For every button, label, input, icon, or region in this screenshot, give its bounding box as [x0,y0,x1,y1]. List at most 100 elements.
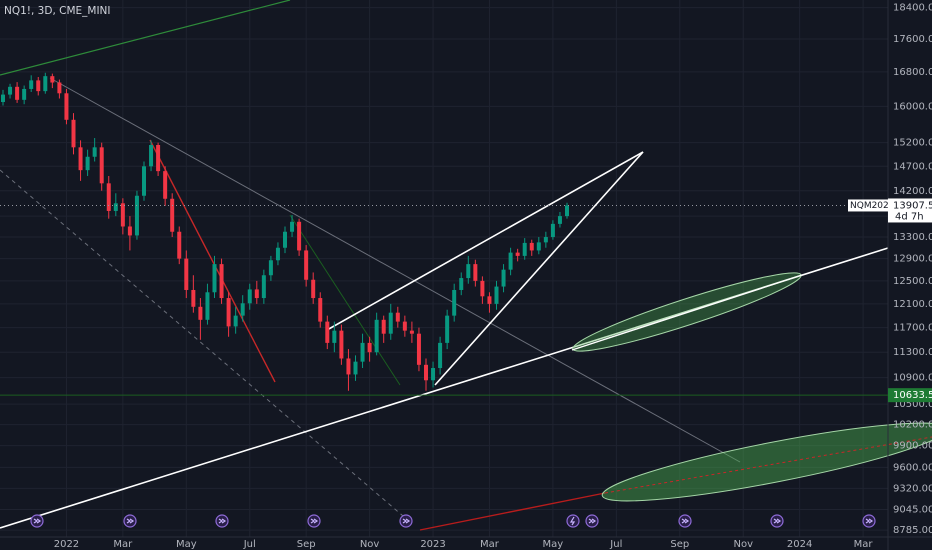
candle-body [283,231,287,248]
drawings [0,0,932,531]
trend-line [0,0,291,76]
candle-body [353,361,358,375]
trend-line [571,274,803,351]
candle-body [212,264,217,293]
event-icon[interactable] [678,514,692,528]
candle-body [43,76,48,92]
y-tick-label: 14200.00 [893,186,932,197]
candle-body [36,80,41,92]
y-tick-label: 16000.00 [893,101,932,112]
x-tick-label: May [176,539,197,550]
candle-body [219,264,224,299]
event-icon[interactable] [399,514,413,528]
x-tick-label: Mar [480,539,500,550]
candle-body [297,221,302,251]
candle-body [466,264,471,279]
x-tick-label: May [543,539,564,550]
y-tick-label: 14700.00 [893,161,932,172]
candle-body [15,86,20,100]
candle-body [184,258,189,290]
trend-line [0,169,411,523]
event-icon[interactable] [566,514,580,528]
event-icon[interactable] [862,514,876,528]
y-tick-label: 9900.00 [893,441,932,452]
candle-body [550,223,555,238]
candle-body [360,342,365,362]
countdown-label: 4d 7h [895,211,924,222]
candle-body [191,289,196,307]
candle-body [275,247,280,261]
candle-body [381,319,386,334]
candle-body [85,156,90,171]
alert-label-box [888,388,932,403]
event-icon[interactable] [215,514,229,528]
candle-body [106,183,111,211]
x-tick-label: Nov [360,539,380,550]
ellipse [601,422,932,502]
candle-body [240,303,245,316]
candle-body [374,319,379,353]
y-tick-label: 11300.00 [893,347,932,358]
candle-body [515,252,520,256]
candle-body [409,330,414,334]
candle-body [78,147,83,171]
candle-body [438,342,443,369]
chart-title: NQ1!, 3D, CME_MINI [4,5,111,17]
candle-body [452,289,457,316]
trend-line [49,77,741,463]
candle-body [8,86,13,95]
candle-body [120,203,125,227]
y-tick-label: 10900.00 [893,373,932,384]
y-tick-label: 10200.00 [893,420,932,431]
candle-body [522,242,527,256]
event-icon[interactable] [585,514,599,528]
candle-body [473,264,478,281]
candle-body [487,296,492,304]
candle-body [318,298,323,322]
candle-body [565,205,569,217]
candle-body [134,195,139,236]
candle-body [339,330,344,359]
candle-body [501,269,506,287]
candle-body [233,315,238,327]
y-tick-label: 16800.00 [893,67,932,78]
candle-body [311,279,316,299]
candle-body [22,88,27,100]
candle-body [261,275,266,299]
candle-body [170,198,175,232]
event-icon[interactable] [123,514,137,528]
candle-body [416,333,421,365]
candle-body [445,315,450,343]
candle-body [226,298,231,327]
candle-body [92,147,97,157]
candle-body [395,312,400,322]
candle-body [1,94,5,103]
y-tick-label: 9045.00 [893,505,932,516]
candle-body [543,237,548,243]
wedge-line [326,151,644,331]
candle-body [113,203,118,211]
candle-body [156,144,161,172]
y-tick-label: 13300.00 [893,232,932,243]
event-icon[interactable] [770,514,784,528]
x-tick-label: Sep [670,539,689,550]
candle-body [388,312,393,334]
y-tick-label: 9600.00 [893,462,932,473]
trend-line [604,436,932,494]
symbol-label: NQM2023 [850,201,895,211]
event-icons [30,514,876,528]
event-icon[interactable] [307,514,321,528]
candle-body [304,250,309,280]
candle-body [480,280,485,297]
event-icon[interactable] [30,514,44,528]
x-tick-label: Jul [609,539,622,550]
candle-body [402,321,407,331]
y-tick-label: 9320.00 [893,483,932,494]
candle-body [325,321,330,343]
candle-body [205,292,210,320]
candle-body [290,221,295,232]
candle-body [536,242,541,251]
y-tick-label: 10500.00 [893,399,932,410]
candle-body [529,242,534,251]
